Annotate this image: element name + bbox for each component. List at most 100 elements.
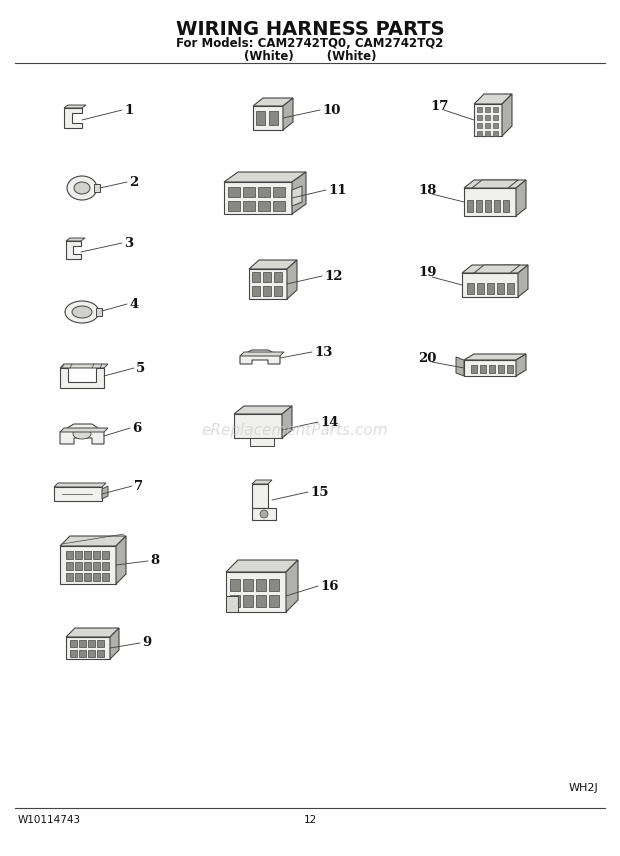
Bar [66,551,73,559]
Polygon shape [60,424,104,444]
Bar [485,115,490,120]
Polygon shape [252,480,272,484]
Polygon shape [516,180,526,216]
Polygon shape [226,596,238,612]
Text: 19: 19 [418,266,436,280]
Polygon shape [464,180,526,188]
Polygon shape [464,360,516,376]
Text: (White)        (White): (White) (White) [244,50,376,63]
Bar [477,131,482,136]
Bar [255,595,265,607]
Text: 1: 1 [124,104,133,116]
Polygon shape [64,108,82,128]
Bar [489,365,495,373]
Bar [477,282,484,294]
Text: 12: 12 [324,270,342,282]
Polygon shape [462,273,518,297]
Polygon shape [287,260,297,299]
Bar [497,282,503,294]
Text: 5: 5 [136,361,145,375]
Polygon shape [292,172,306,214]
Polygon shape [472,180,518,188]
Bar [485,123,490,128]
Ellipse shape [73,429,91,439]
Bar [273,201,285,211]
Bar [84,573,91,581]
Polygon shape [60,364,108,368]
Bar [477,107,482,112]
Polygon shape [60,368,104,388]
Bar [255,579,265,591]
Bar [70,650,77,657]
Bar [493,107,498,112]
Bar [269,111,278,125]
Bar [79,639,86,646]
Polygon shape [54,487,102,501]
Bar [102,562,108,570]
Bar [467,200,473,212]
Bar [273,187,285,197]
Bar [242,187,254,197]
Polygon shape [66,637,110,659]
Bar [79,650,86,657]
Text: W10114743: W10114743 [18,815,81,825]
Bar [97,639,104,646]
Bar [97,650,104,657]
Bar [66,573,73,581]
Text: 11: 11 [328,183,347,197]
Polygon shape [224,182,292,214]
Text: 16: 16 [320,580,339,592]
Polygon shape [249,269,287,299]
Ellipse shape [74,182,90,194]
Polygon shape [64,105,86,108]
Bar [493,115,498,120]
Polygon shape [234,414,282,438]
Bar [485,200,491,212]
Polygon shape [474,104,502,136]
Text: 15: 15 [310,485,329,498]
Bar [102,551,108,559]
Text: 9: 9 [142,637,151,650]
Polygon shape [464,354,526,360]
Polygon shape [66,241,81,259]
Text: 4: 4 [129,298,138,311]
Bar [92,562,99,570]
Polygon shape [102,486,108,499]
Bar [507,365,513,373]
Text: 14: 14 [320,415,339,429]
Bar [274,286,282,296]
Polygon shape [252,484,268,508]
Bar [493,123,498,128]
Bar [477,123,482,128]
Polygon shape [60,546,116,584]
Bar [84,551,91,559]
Bar [257,187,270,197]
Polygon shape [516,354,526,376]
Polygon shape [249,260,297,269]
Text: eReplacementParts.com: eReplacementParts.com [202,423,388,437]
Bar [268,579,278,591]
Polygon shape [234,406,292,414]
Ellipse shape [67,176,97,200]
Bar [228,187,239,197]
Polygon shape [60,428,108,432]
Polygon shape [54,483,106,487]
Polygon shape [462,265,528,273]
Polygon shape [474,94,512,104]
Bar [229,595,239,607]
Polygon shape [502,94,512,136]
Polygon shape [240,350,280,364]
Bar [485,131,490,136]
Polygon shape [66,628,119,637]
Bar [263,286,271,296]
Polygon shape [253,98,293,106]
Circle shape [260,510,268,518]
Polygon shape [283,98,293,130]
Polygon shape [292,186,302,206]
Bar [252,272,260,282]
Bar [74,562,81,570]
Polygon shape [240,352,284,356]
Bar [84,562,91,570]
Polygon shape [474,265,520,273]
Bar [228,201,239,211]
